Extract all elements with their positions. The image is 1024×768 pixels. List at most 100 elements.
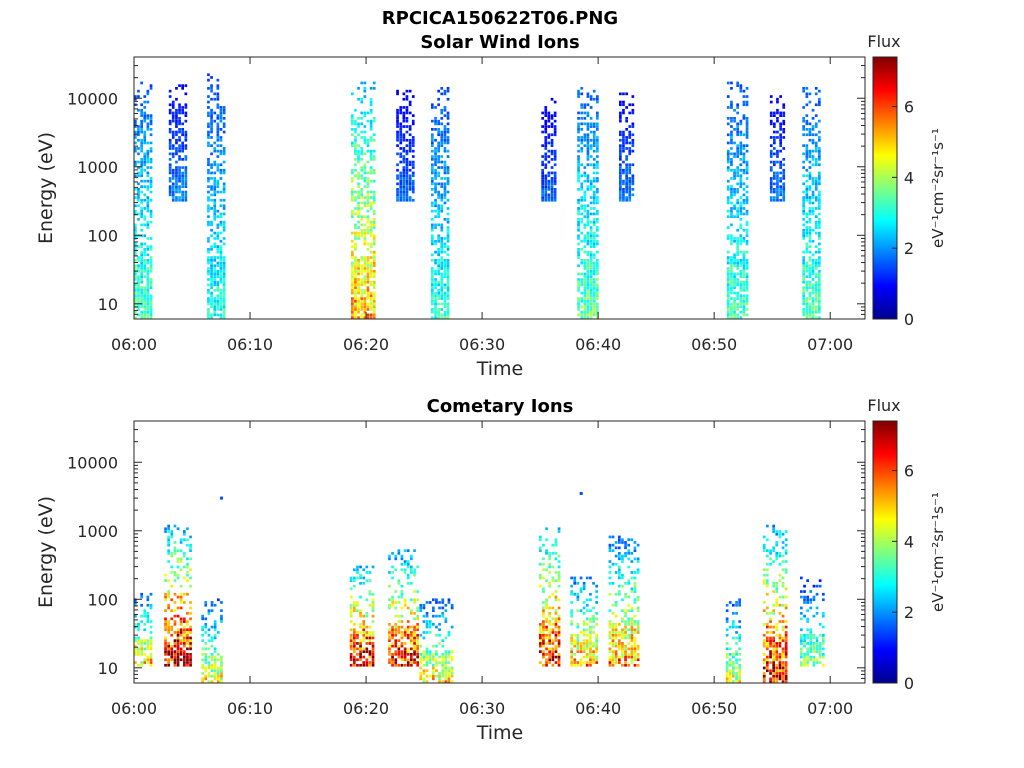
spectrogram-cell: [814, 147, 818, 150]
spectrogram-cell: [411, 185, 415, 188]
spectrogram-cell: [444, 636, 448, 640]
spectrogram-cell: [360, 117, 364, 120]
spectrogram-cell: [388, 661, 391, 664]
spectrogram-cell: [800, 633, 803, 637]
spectrogram-cell: [812, 584, 816, 588]
spectrogram-cell: [592, 97, 596, 101]
spectrogram-cell: [438, 674, 441, 678]
spectrogram-cell: [818, 299, 821, 303]
x-tick-label: 06:30: [459, 335, 505, 354]
spectrogram-cell: [372, 272, 376, 276]
spectrogram-cell: [806, 647, 809, 651]
spectrogram-cell: [608, 631, 612, 634]
spectrogram-cell: [402, 138, 406, 142]
spectrogram-cell: [175, 122, 178, 126]
spectrogram-cell: [140, 313, 143, 317]
spectrogram-cell: [137, 190, 140, 194]
spectrogram-cell: [730, 201, 733, 205]
spectrogram-cell: [570, 663, 573, 667]
spectrogram-cell: [176, 576, 180, 580]
spectrogram-cell: [784, 639, 788, 642]
spectrogram-cell: [619, 149, 622, 153]
spectrogram-cell: [814, 163, 818, 167]
spectrogram-cell: [181, 171, 184, 175]
spectrogram-cell: [210, 259, 213, 262]
spectrogram-cell: [548, 628, 551, 632]
spectrogram-cell: [149, 278, 153, 281]
spectrogram-cell: [592, 264, 596, 268]
spectrogram-cell: [636, 623, 640, 626]
spectrogram-cell: [628, 130, 632, 134]
spectrogram-cell: [143, 250, 147, 254]
spectrogram-cell: [589, 253, 593, 257]
spectrogram-cell: [140, 278, 143, 281]
spectrogram-cell: [434, 283, 437, 287]
spectrogram-cell: [175, 149, 178, 153]
spectrogram-cell: [219, 302, 223, 306]
spectrogram-cell: [219, 177, 223, 180]
spectrogram-cell: [137, 130, 140, 134]
spectrogram-cell: [149, 141, 153, 145]
spectrogram-cell: [210, 207, 213, 210]
spectrogram-cell: [363, 168, 367, 172]
spectrogram-cell: [733, 305, 736, 309]
spectrogram-cell: [167, 560, 170, 563]
spectrogram-cell: [408, 133, 412, 137]
spectrogram-cell: [547, 174, 551, 178]
spectrogram-cell: [353, 661, 356, 664]
spectrogram-cell: [611, 612, 615, 615]
spectrogram-cell: [357, 299, 360, 303]
spectrogram-cell: [143, 158, 147, 161]
spectrogram-cell: [210, 283, 213, 287]
spectrogram-cell: [545, 653, 548, 656]
spectrogram-cell: [627, 595, 631, 599]
spectrogram-cell: [146, 658, 150, 662]
spectrogram-cell: [769, 562, 772, 566]
spectrogram-cell: [362, 576, 366, 580]
spectrogram-cell: [745, 136, 749, 139]
spectrogram-cell: [636, 625, 640, 629]
spectrogram-cell: [802, 119, 805, 123]
spectrogram-cell: [149, 316, 153, 319]
spectrogram-cell: [541, 163, 544, 167]
spectrogram-cell: [210, 655, 214, 659]
spectrogram-cell: [217, 653, 220, 656]
spectrogram-cell: [541, 196, 544, 199]
spectrogram-cell: [818, 204, 821, 208]
spectrogram-cell: [576, 650, 580, 653]
spectrogram-cell: [577, 158, 580, 161]
spectrogram-cell: [778, 677, 782, 681]
spectrogram-cell: [544, 163, 548, 167]
spectrogram-cell: [818, 163, 821, 167]
spectrogram-cell: [742, 207, 746, 210]
spectrogram-cell: [137, 89, 140, 93]
spectrogram-cell: [434, 305, 437, 309]
spectrogram-cell: [733, 261, 736, 265]
spectrogram-cell: [738, 633, 741, 637]
spectrogram-cell: [431, 171, 434, 175]
spectrogram-cell: [181, 193, 184, 197]
spectrogram-cell: [140, 125, 143, 128]
spectrogram-cell: [736, 294, 739, 298]
spectrogram-cell: [168, 119, 172, 123]
spectrogram-cell: [577, 237, 580, 240]
spectrogram-cell: [186, 562, 189, 566]
spectrogram-cell: [814, 160, 818, 164]
spectrogram-cell: [134, 272, 137, 276]
spectrogram-cell: [431, 267, 434, 270]
spectrogram-cell: [808, 308, 812, 311]
spectrogram-cell: [173, 541, 177, 544]
spectrogram-cell: [802, 297, 805, 300]
spectrogram-cell: [220, 680, 223, 683]
spectrogram-cell: [577, 272, 580, 276]
spectrogram-cell: [779, 111, 782, 115]
spectrogram-cell: [818, 278, 821, 281]
spectrogram-cell: [806, 601, 809, 604]
spectrogram-cell: [728, 625, 732, 629]
spectrogram-cell: [730, 100, 733, 104]
spectrogram-cell: [366, 171, 370, 175]
spectrogram-cell: [547, 111, 551, 115]
spectrogram-cell: [577, 122, 580, 126]
spectrogram-cell: [394, 658, 398, 662]
spectrogram-cell: [175, 117, 178, 120]
